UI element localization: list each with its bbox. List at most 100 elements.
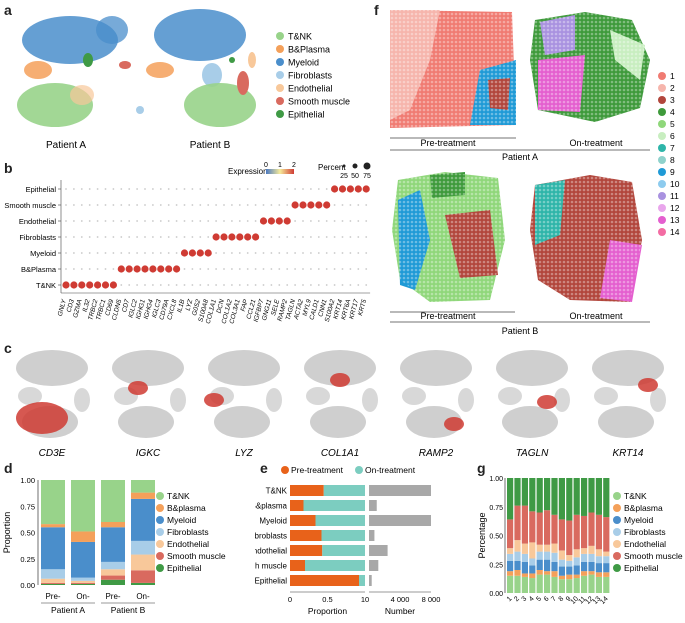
- g-bar-segment: [558, 579, 565, 593]
- dot: [365, 236, 368, 238]
- d-legend-swatch-1: [156, 504, 164, 512]
- d-bar-segment: [131, 554, 155, 571]
- dot: [349, 204, 352, 206]
- panel-label-e: e: [260, 460, 268, 476]
- dot: [349, 220, 352, 222]
- g-bar-segment: [573, 565, 580, 575]
- g-bar-segment: [595, 514, 602, 550]
- g-bar-segment: [595, 549, 602, 557]
- g-xtick-5: 6: [543, 595, 551, 603]
- d-legend-swatch-3: [156, 528, 164, 536]
- g-bar-segment: [551, 576, 558, 593]
- cluster-epi-b: [229, 57, 235, 63]
- gene-label-0: GNLY: [57, 298, 68, 317]
- dot: [175, 236, 178, 238]
- dot: [159, 252, 162, 254]
- row-label-1: Smooth muscle: [4, 201, 56, 210]
- feature-gene-label-5: TAGLN: [516, 448, 549, 459]
- gene-label-20: DCN: [216, 298, 226, 314]
- e-legend-pre-swatch: [281, 466, 289, 474]
- dot: [165, 265, 173, 273]
- gene-label-33: CNN1: [317, 298, 328, 317]
- dot: [262, 204, 265, 206]
- percent-tick-50: 50: [351, 173, 359, 180]
- dot: [73, 252, 75, 254]
- e-number-bar: [369, 545, 388, 556]
- feature-gene-label-0: CD3E: [39, 448, 66, 459]
- g-ytick-4: 1.00: [489, 476, 503, 483]
- dot: [254, 284, 257, 286]
- g-bar-segment: [507, 478, 514, 520]
- legend-swatch-3: [276, 71, 284, 79]
- g-bar-segment: [529, 511, 536, 543]
- e-on-bar: [315, 515, 365, 526]
- g-bar-segment: [521, 543, 528, 554]
- dot: [294, 284, 296, 286]
- umap-label-patient-a: Patient A: [46, 140, 86, 151]
- dot: [191, 188, 194, 190]
- legend-label-0: T&NK: [288, 32, 312, 42]
- g-bar-segment: [514, 505, 521, 541]
- dot: [270, 284, 273, 286]
- g-bar-segment: [514, 575, 521, 593]
- e-xtick-left-1: 0.5: [322, 595, 332, 604]
- cluster-bplasma-a: [24, 61, 52, 79]
- gene-label-9: IGLC2: [127, 298, 139, 318]
- e-cat-3: Fibroblasts: [255, 532, 287, 541]
- dot: [331, 185, 339, 193]
- dot: [302, 220, 304, 222]
- f-legend-label-3: 4: [670, 107, 675, 117]
- e-on-bar: [322, 545, 365, 556]
- dot: [104, 268, 107, 270]
- dot: [270, 236, 273, 238]
- g-bar-segment: [588, 478, 595, 513]
- d-bar-segment: [131, 492, 155, 499]
- row-label-2: Endothelial: [19, 217, 56, 226]
- g-bar-segment: [588, 545, 595, 554]
- dot: [199, 188, 202, 190]
- g-bar-segment: [507, 519, 514, 549]
- dot: [262, 188, 265, 190]
- feature-plot-1: IGKC: [112, 350, 186, 459]
- dot: [365, 204, 368, 206]
- d-bar-segment: [131, 570, 155, 583]
- dot: [228, 233, 236, 241]
- dot: [73, 204, 75, 206]
- dot: [152, 220, 154, 222]
- dot: [310, 252, 312, 254]
- feature-gene-label-2: LYZ: [235, 448, 253, 459]
- panel-f-spatial: Pre-treatment On-treatment Patient A Pre…: [390, 10, 680, 336]
- dot: [362, 185, 370, 193]
- expr-tick-1: 1: [278, 162, 282, 169]
- legend-swatch-2: [276, 58, 284, 66]
- dot: [333, 220, 336, 222]
- row-label-4: Myeloid: [30, 249, 56, 258]
- panel-label-a: a: [4, 2, 12, 18]
- g-xtick-6: 7: [550, 595, 558, 603]
- e-number-bar: [369, 515, 431, 526]
- dot: [259, 217, 268, 225]
- dot: [120, 236, 123, 238]
- dot: [88, 268, 91, 270]
- dot: [120, 220, 123, 222]
- g-bar-segment: [529, 478, 536, 512]
- dot: [104, 204, 107, 206]
- dot: [317, 284, 320, 286]
- d-legend-label-6: Epithelial: [167, 563, 202, 573]
- dot: [286, 268, 289, 270]
- dot: [310, 268, 312, 270]
- g-ytick-1: 0.25: [489, 562, 503, 569]
- dot: [254, 188, 257, 190]
- panel-e-bar: Pre-treatment On-treatment T&NK B&plasma Mye…: [255, 465, 440, 616]
- feature-gene-label-6: KRT14: [613, 448, 644, 459]
- d-ytick-1: 0.25: [20, 555, 35, 564]
- e-xtick-left-0: 0: [288, 595, 292, 604]
- dot: [128, 220, 131, 222]
- d-bar-segment: [71, 582, 95, 584]
- g-bar-segment: [514, 551, 521, 561]
- e-xtick-right-0: 4 000: [391, 595, 410, 604]
- d-ytick-3: 0.75: [20, 502, 35, 511]
- g-bar-segment: [581, 548, 588, 554]
- g-bar-segment: [581, 575, 588, 593]
- dot: [215, 252, 218, 254]
